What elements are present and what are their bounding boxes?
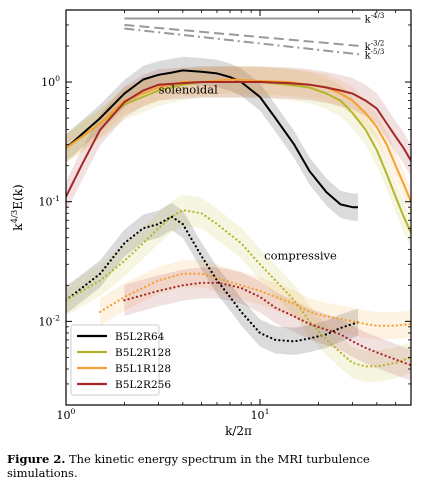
band-solenoidal-B5L2R64 [66, 56, 358, 221]
legend-label: B5L1R128 [115, 363, 171, 375]
band-compressive-B5L2R256 [124, 267, 411, 381]
reference-label-1: k-3/2 [365, 40, 385, 54]
band-compressive-B5L1R128 [100, 260, 411, 340]
band-compressive-B5L2R128 [66, 194, 411, 382]
reference-slopes: k-4/3 k-3/2k-5/3 [124, 12, 385, 62]
series-compressive-B5L2R64 [66, 215, 360, 343]
legend-box [70, 324, 160, 396]
caption-label: Figure 2. [7, 452, 66, 466]
x-axis-label: k/2π [225, 424, 252, 438]
x-tick-label: 101 [251, 407, 270, 422]
annotations: solenoidal compressive [159, 83, 337, 263]
y-tick-label: 100 [41, 74, 60, 89]
band-compressive-B5L2R64 [66, 203, 358, 355]
legend-label: B5L2R256 [115, 379, 171, 391]
reference-label-2: k-5/3 [365, 48, 385, 62]
series-compressive-B5L1R128 [99, 272, 411, 327]
caption-text: The kinetic energy spectrum in the MRI t… [7, 452, 370, 480]
legend-label: B5L2R64 [115, 331, 165, 343]
series-lines [66, 69, 411, 368]
legend-label: B5L2R128 [115, 347, 171, 359]
band-solenoidal-B5L2R256 [66, 66, 411, 213]
band-solenoidal-B5L1R128 [66, 65, 411, 216]
uncertainty-bands [66, 56, 411, 382]
series-solenoidal-B5L2R256 [66, 81, 411, 198]
annotation-0: solenoidal [159, 83, 219, 97]
y-axis-label: k4/3E(k) [10, 184, 25, 230]
y-axis-label-text: k4/3E(k) [10, 184, 25, 230]
series-solenoidal-B5L2R64 [66, 69, 358, 209]
series-solenoidal-B5L2R128 [66, 81, 411, 234]
legend: B5L2R64 B5L2R128 B5L1R128 B5L2R256 [70, 324, 171, 396]
y-tick-label: 10-2 [39, 313, 61, 328]
chart-figure: k-4/3 k-3/2k-5/3 solenoidal compressive 10… [10, 9, 412, 438]
x-tick-label: 100 [57, 407, 76, 422]
reference-line-1 [124, 23, 361, 48]
annotation-1: compressive [264, 248, 337, 262]
figure-caption: Figure 2. The kinetic energy spectrum in… [7, 452, 419, 480]
y-tick-label: 10-1 [39, 194, 61, 209]
reference-line-2 [124, 27, 361, 56]
series-compressive-B5L2R128 [66, 208, 411, 368]
axes: 100 101 10-2 10-1 100 k/2π k4/3E(k) [10, 9, 412, 438]
reference-label-0: k-4/3 [365, 12, 385, 26]
